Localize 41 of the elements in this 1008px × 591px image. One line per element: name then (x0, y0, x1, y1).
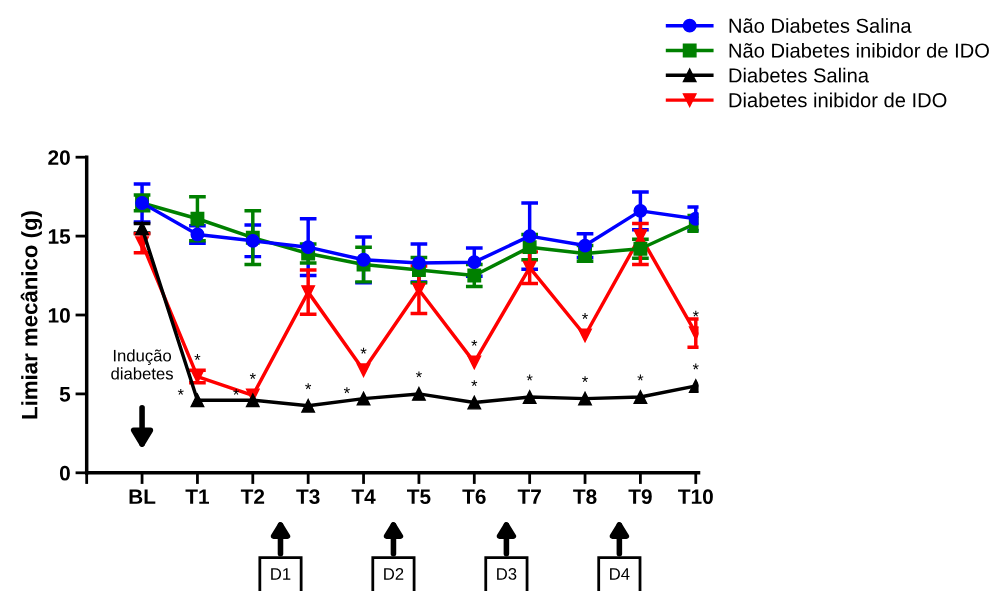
x-tick-label: T10 (678, 489, 713, 505)
x-tick-label: T5 (407, 489, 431, 505)
legend-label: Diabetes inibidor de IDO (729, 92, 947, 108)
annotation: * (249, 373, 256, 379)
y-axis-title: Limiar mecânico (g) (20, 211, 42, 419)
y-tick-label: 5 (59, 387, 71, 402)
text: D1 (271, 568, 291, 580)
y-tick-label: 10 (48, 308, 70, 323)
x-tick-label: T8 (573, 489, 597, 505)
legend-label: Não Diabetes inibidor de IDO (729, 42, 989, 58)
annotation: * (360, 347, 367, 354)
legend-label: Diabetes Salina (729, 67, 870, 83)
x-tick-label: T9 (628, 489, 652, 505)
annotation: * (582, 376, 589, 383)
x-tick-label: T7 (517, 489, 541, 504)
text: D2 (384, 568, 404, 580)
annotation: * (692, 310, 699, 317)
text: D3 (497, 568, 517, 580)
x-tick-label: BL (129, 489, 156, 504)
annotation: * (637, 374, 644, 381)
annotation: * (526, 374, 533, 381)
y-tick-label: 15 (48, 229, 71, 244)
x-tick-label: T6 (462, 489, 486, 505)
text: D4 (610, 568, 630, 580)
x-tick-label: T3 (296, 489, 320, 505)
annotation: * (343, 387, 350, 394)
annotation: * (471, 339, 478, 346)
annotation: * (177, 388, 184, 395)
annotation: * (582, 313, 589, 319)
annotation: * (471, 380, 478, 386)
y-tick-label: 20 (48, 150, 70, 165)
annotation: Indução diabetes (111, 349, 173, 380)
annotation: * (415, 371, 422, 378)
legend-label: Não Diabetes Salina (729, 18, 912, 33)
x-tick-label: T2 (240, 489, 265, 504)
x-tick-label: T4 (351, 489, 376, 504)
x-tick-label: T1 (185, 489, 210, 504)
y-tick-label: 0 (59, 465, 70, 481)
annotation: * (194, 354, 201, 360)
annotation: * (305, 383, 312, 390)
annotation: * (692, 363, 699, 370)
